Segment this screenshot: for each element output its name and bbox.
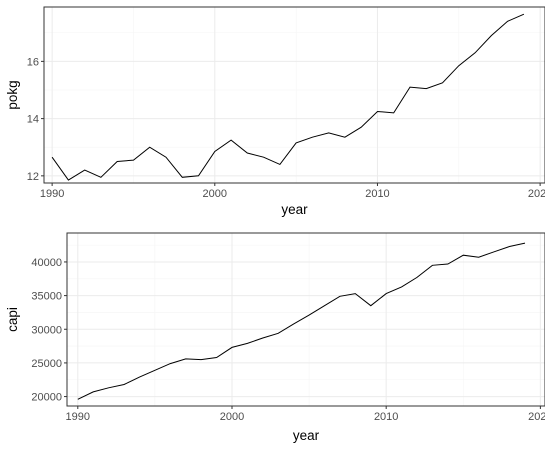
capi-panel: 1990 2000 2010 2020 20000 25000 30000 35000 4000… — [5, 232, 545, 443]
x-tick-label: 1990 — [66, 411, 90, 423]
panel-background — [44, 7, 545, 183]
y-axis-title: capi — [5, 307, 20, 332]
y-axis-title: pokg — [5, 80, 20, 109]
panel-background — [67, 233, 545, 406]
x-tick-label: 2020 — [528, 188, 545, 200]
x-axis-title: year — [281, 202, 308, 217]
x-tick-label: 2000 — [203, 188, 227, 200]
y-tick-label: 35000 — [31, 291, 62, 303]
y-tick-label: 30000 — [31, 324, 62, 336]
x-axis-title: year — [293, 428, 320, 443]
y-tick-label: 12 — [27, 171, 39, 183]
y-tick-label: 20000 — [31, 392, 62, 404]
y-tick-label: 40000 — [31, 257, 62, 269]
y-tick-label: 25000 — [31, 358, 62, 370]
y-tick-label: 14 — [27, 114, 39, 126]
x-tick-label: 2000 — [220, 411, 244, 423]
x-tick-label: 2010 — [374, 411, 398, 423]
series-line — [77, 242, 526, 400]
x-tick-label: 1990 — [40, 188, 64, 200]
series-line — [51, 13, 525, 181]
panel-border — [66, 232, 545, 407]
x-tick-label: 2020 — [528, 411, 545, 423]
x-tick-label: 2010 — [365, 188, 389, 200]
pokg-panel: 1990 2000 2010 2020 12 14 16 year pokg — [5, 6, 545, 217]
panel-border — [43, 6, 545, 184]
y-tick-label: 16 — [27, 56, 39, 68]
